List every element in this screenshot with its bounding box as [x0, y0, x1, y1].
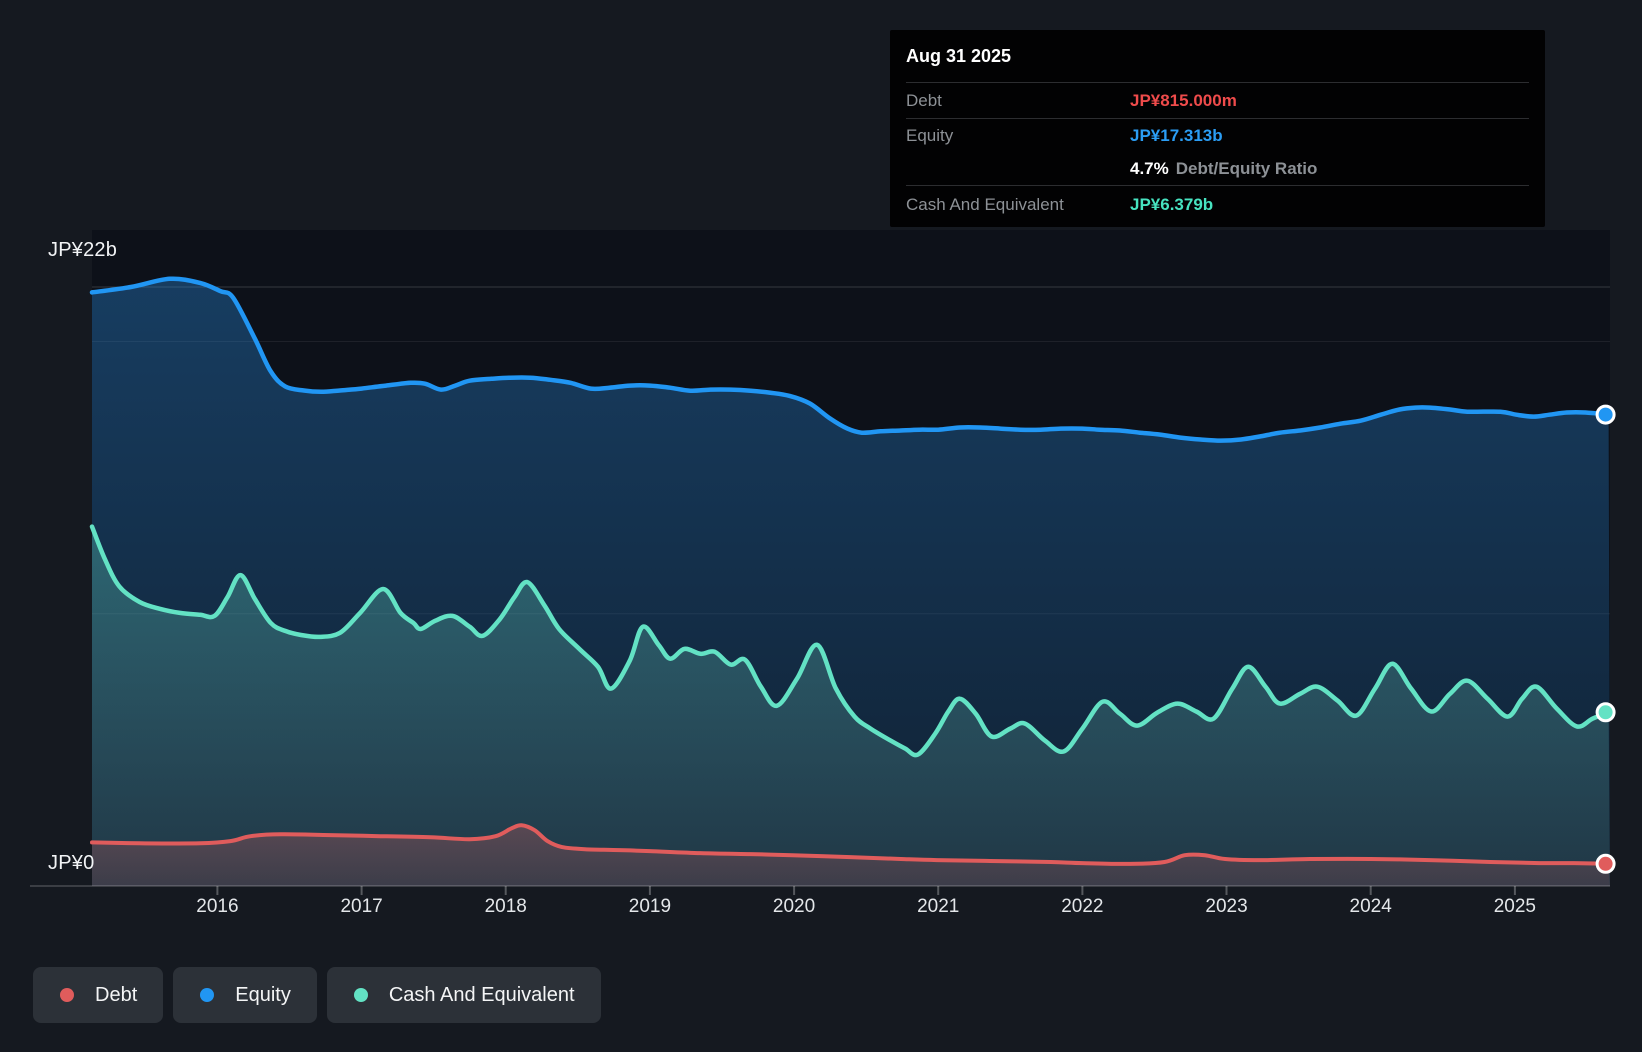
x-axis-label: 2024	[1349, 896, 1392, 917]
tooltip-row-cash: Cash And Equivalent JP¥6.379b	[906, 186, 1529, 223]
cash-series-dot-icon	[353, 988, 368, 1002]
x-axis-label: 2016	[196, 896, 239, 917]
tooltip-ratio-value: 4.7%	[1130, 158, 1169, 178]
x-axis: 2016 2017 2018 2019 2020 2021 2022 2023 2024 2025	[0, 896, 1642, 922]
tooltip: Aug 31 2025 Debt JP¥815.000m Equity JP¥1…	[890, 30, 1545, 227]
tooltip-row-debt: Debt JP¥815.000m	[906, 83, 1529, 119]
tooltip-debt-value: JP¥815.000m	[1130, 90, 1237, 110]
x-axis-label: 2022	[1061, 896, 1104, 917]
tooltip-row-ratio: 4.7% Debt/Equity Ratio	[906, 152, 1529, 186]
x-axis-label: 2023	[1205, 896, 1248, 917]
legend-debt-label: Debt	[95, 983, 138, 1006]
debt-series-dot-icon	[60, 988, 74, 1002]
x-axis-label: 2025	[1493, 896, 1536, 917]
legend-item-equity[interactable]: Equity	[173, 967, 317, 1023]
x-axis-label: 2019	[628, 896, 672, 917]
tooltip-equity-value: JP¥17.313b	[1130, 125, 1223, 145]
tooltip-equity-label: Equity	[906, 125, 954, 145]
tooltip-date: Aug 31 2025	[906, 30, 1529, 83]
tooltip-row-equity: Equity JP¥17.313b	[906, 119, 1529, 152]
tooltip-ratio-label: Debt/Equity Ratio	[1175, 158, 1318, 178]
legend-cash-label: Cash And Equivalent	[388, 983, 575, 1006]
y-axis-max-label: JP¥22b	[48, 239, 118, 261]
legend-item-cash[interactable]: Cash And Equivalent	[326, 967, 601, 1023]
x-axis-label: 2017	[340, 896, 383, 917]
tooltip-cash-label: Cash And Equivalent	[906, 194, 1064, 214]
legend-equity-label: Equity	[235, 983, 291, 1006]
legend: Debt Equity Cash And Equivalent	[33, 967, 601, 1023]
tooltip-cash-value: JP¥6.379b	[1130, 194, 1214, 214]
y-axis-zero-label: JP¥0	[48, 852, 95, 874]
x-axis-label: 2020	[772, 896, 816, 917]
equity-series-dot-icon	[200, 988, 215, 1002]
legend-item-debt[interactable]: Debt	[33, 967, 164, 1023]
x-axis-label: 2021	[917, 896, 960, 917]
x-axis-label: 2018	[484, 896, 527, 917]
tooltip-debt-label: Debt	[906, 90, 942, 110]
